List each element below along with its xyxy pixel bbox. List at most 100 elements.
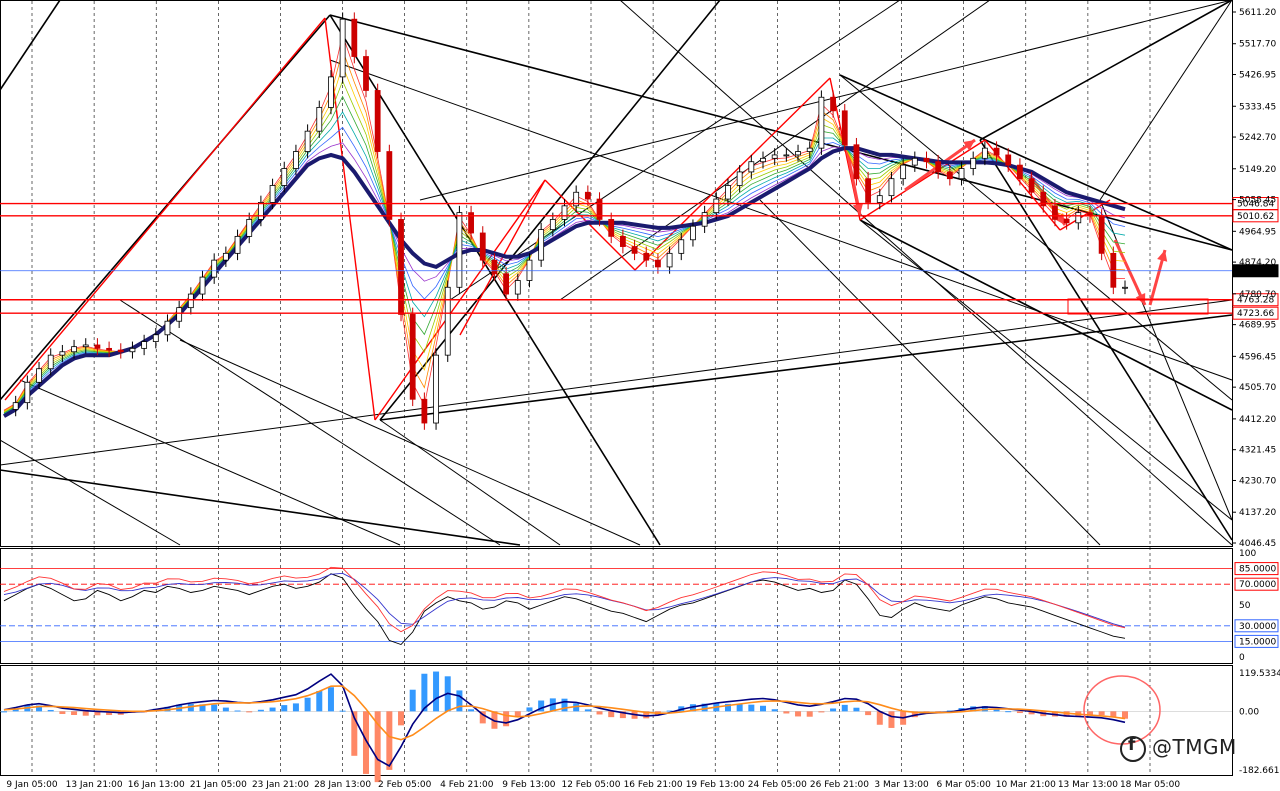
candle-body — [386, 151, 393, 220]
macd-histogram-bar — [187, 703, 194, 712]
trend-line — [329, 14, 661, 546]
candle-body — [1098, 215, 1105, 254]
x-tick-label: 16 Jan 13:00 — [128, 780, 185, 790]
macd-histogram-bar — [71, 711, 78, 715]
macd-histogram-bar — [888, 711, 895, 728]
candle-body — [316, 107, 323, 132]
macd-histogram-bar — [47, 709, 54, 712]
candle-body — [351, 18, 358, 57]
candle-body — [211, 259, 218, 278]
y-tick-label: 4596.45 — [1239, 352, 1276, 362]
candle-body — [853, 144, 860, 180]
candle-body — [36, 368, 42, 383]
macd-histogram-bar — [876, 711, 883, 725]
rsi-tick-label: 50 — [1239, 601, 1251, 611]
candle-body — [106, 347, 112, 351]
candle-body — [514, 280, 521, 295]
macd-histogram-bar — [374, 711, 381, 783]
macd-histogram-bar — [36, 705, 43, 712]
candle-body — [24, 381, 31, 404]
macd-histogram-bar — [491, 711, 498, 729]
macd-histogram-bar — [94, 711, 101, 716]
rsi-tick-label: 15.0000 — [1239, 637, 1276, 647]
candle-body — [1063, 219, 1070, 224]
macd-histogram-bar — [106, 711, 113, 716]
x-tick-label: 19 Feb 13:00 — [686, 780, 745, 790]
y-tick-label: 4874.20 — [1239, 258, 1276, 268]
trend-line — [1099, 0, 1233, 201]
rsi-level-badge — [1234, 577, 1279, 591]
candle-body — [760, 157, 766, 163]
candle-body — [1017, 164, 1023, 180]
vertical-grid — [31, 1, 1151, 775]
rsi-tick-label: 30.0000 — [1239, 622, 1276, 632]
watermark: @TMGM — [1120, 735, 1237, 762]
candle-body — [503, 273, 510, 295]
watermark-text: @TMGM — [1152, 735, 1237, 759]
trend-line — [839, 74, 1233, 401]
trend-line — [379, 314, 1233, 421]
trend-line — [119, 299, 501, 546]
y-tick-label: 5058.45 — [1239, 196, 1276, 206]
price-level-label: 4723.66 — [1237, 309, 1274, 319]
candle-body — [736, 171, 743, 186]
rsi-series — [0, 566, 1232, 646]
price-panel[interactable] — [0, 0, 1233, 547]
candle-body — [59, 351, 66, 356]
candle-body — [666, 252, 673, 268]
rsi-panel[interactable] — [0, 548, 1233, 664]
macd-histogram-bar — [421, 673, 428, 712]
macd-tick-label: 119.5334 — [1239, 669, 1280, 679]
macd-line — [3, 673, 1126, 767]
macd-histogram-bar — [760, 705, 767, 712]
candle-body — [374, 90, 381, 152]
candle-body — [690, 225, 696, 241]
macd-histogram-bar — [538, 700, 545, 712]
trend-line — [859, 219, 1233, 521]
candle-body — [456, 212, 463, 288]
candle-body — [269, 185, 276, 203]
candle-body — [222, 252, 229, 261]
rsi-level-badge — [1234, 562, 1279, 576]
candle-body — [830, 96, 836, 112]
macd-histogram-bar — [818, 711, 825, 713]
y-tick-label: 4137.20 — [1239, 508, 1276, 518]
trend-line-drawings — [0, 0, 1233, 546]
macd-histogram-bar — [82, 711, 89, 716]
candle-body — [117, 349, 124, 353]
macd-panel[interactable] — [0, 665, 1233, 776]
macd-histogram-bar — [783, 711, 790, 714]
candle-body — [1075, 212, 1082, 224]
macd-highlight-circle — [1083, 675, 1161, 745]
macd-histogram-bar — [584, 709, 591, 712]
candle-body — [129, 347, 136, 353]
candle-body — [293, 151, 299, 169]
x-tick-label: 13 Mar 13:00 — [1058, 780, 1118, 790]
macd-histogram-bar — [304, 697, 311, 712]
trend-line — [859, 219, 1233, 411]
y-tick-label: 4412.20 — [1239, 415, 1276, 425]
zigzag-line — [1059, 199, 1111, 231]
macd-histogram-bar — [1110, 711, 1117, 717]
ribbon-ma-line — [3, 64, 1126, 413]
candle-body — [491, 259, 498, 275]
ribbon-ma-line — [3, 142, 1126, 416]
x-tick-label: 2 Feb 05:00 — [378, 780, 432, 790]
trend-line — [0, 14, 331, 401]
candle-body — [573, 191, 580, 207]
y-tick-label: 5333.45 — [1239, 102, 1276, 112]
rsi-line — [3, 566, 1126, 633]
macd-histogram-bar — [1005, 711, 1012, 713]
macd-histogram-bar — [433, 671, 440, 712]
zigzag-line — [859, 139, 986, 221]
trend-line — [179, 339, 641, 546]
x-tick-label: 9 Feb 13:00 — [502, 780, 556, 790]
rsi-line — [3, 572, 1126, 628]
macd-histogram-bar — [222, 707, 229, 712]
x-tick-label: 28 Jan 13:00 — [314, 780, 371, 790]
trend-line — [19, 379, 401, 546]
macd-histogram-bar — [514, 711, 521, 718]
trend-line — [419, 0, 1233, 201]
candle-body — [771, 154, 778, 159]
